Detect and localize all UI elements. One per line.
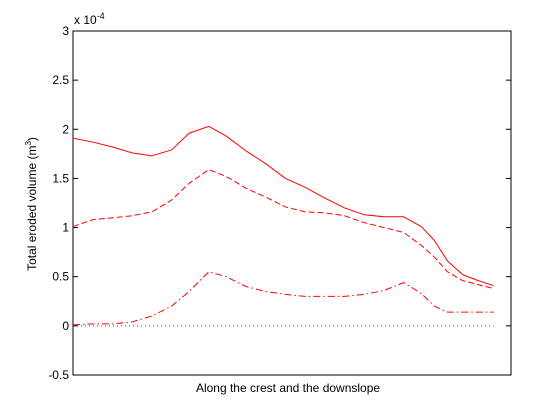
y-axis-label: Total eroded volume (m3): [24, 137, 39, 271]
y-tick-label: 2: [62, 122, 69, 136]
y-axis-exponent-power: -4: [97, 11, 105, 21]
y-tick-label: -0.5: [48, 368, 69, 382]
plot-frame: [72, 30, 512, 376]
plot-area: [72, 30, 512, 376]
y-axis-label-text: Total eroded volume (m: [25, 146, 39, 271]
y-tick-label: 2.5: [52, 73, 69, 87]
y-axis-exponent-label: x 10-4: [74, 11, 105, 27]
y-tick-label: 0: [62, 319, 69, 333]
series-line-dashed: [72, 169, 494, 289]
y-tick-label: 3: [62, 24, 69, 38]
y-axis-label-superscript: 3: [24, 141, 33, 146]
y-axis-label-suffix: ): [25, 137, 39, 141]
y-tick-label: 1: [62, 221, 69, 235]
series-line-dashdot: [72, 271, 494, 326]
series-layer: [72, 125, 494, 327]
y-axis-exponent-prefix: x 10: [74, 13, 97, 27]
y-tick-label: 1.5: [52, 171, 69, 185]
axis-layer: -0.5 0 0.5 1 1.5 2 2.5 3: [48, 24, 511, 382]
series-line-solid: [72, 125, 494, 287]
x-axis-label: Along the crest and the downslope: [196, 381, 380, 395]
y-tick-label: 0.5: [52, 270, 69, 284]
